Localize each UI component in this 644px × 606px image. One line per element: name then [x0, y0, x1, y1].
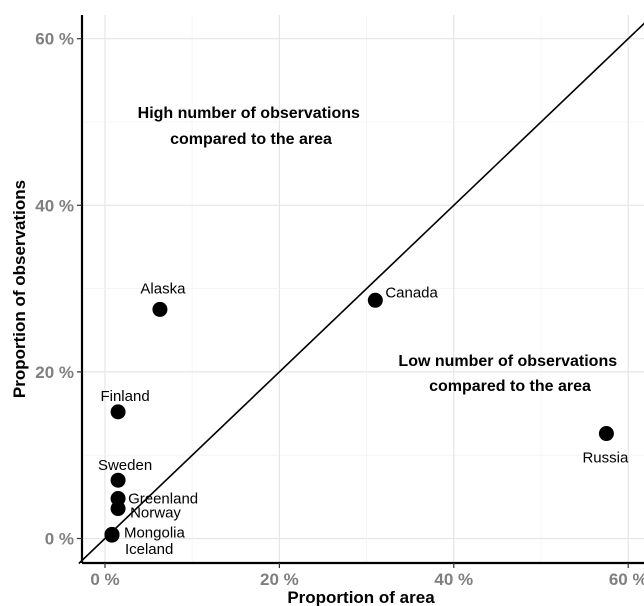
- identity-reference-line: [78, 22, 644, 565]
- point-label-iceland: Iceland: [125, 541, 173, 558]
- grid: [82, 15, 644, 563]
- data-point-alaska: [152, 301, 168, 317]
- data-point-iceland: [104, 527, 120, 543]
- data-points: [104, 292, 614, 543]
- point-label-mongolia: Mongolia: [124, 524, 186, 541]
- y-tick-label: 20 %: [35, 363, 74, 382]
- y-tick-label: 60 %: [35, 30, 74, 49]
- annotation-low-observations: Low number of observations compared to t…: [398, 353, 621, 395]
- point-label-finland: Finland: [100, 388, 149, 405]
- x-axis-ticks: 0 % 20 % 40 % 60 %: [90, 563, 644, 589]
- data-point-finland: [110, 404, 126, 420]
- x-tick-label: 20 %: [260, 570, 299, 589]
- point-labels: Alaska Canada Finland Sweden GreenlandNorway…: [98, 280, 629, 558]
- point-label-alaska: Alaska: [140, 280, 186, 297]
- data-point-canada: [367, 292, 383, 308]
- annotation-high-observations: High number of observations compared to …: [138, 105, 365, 148]
- y-tick-label: 40 %: [35, 196, 74, 215]
- y-axis-title: Proportion of observations: [10, 180, 29, 398]
- y-axis-ticks: 0 % 20 % 40 % 60 %: [35, 30, 82, 549]
- point-label-canada: Canada: [385, 284, 438, 301]
- y-tick-label: 0 %: [45, 530, 74, 549]
- point-label-sweden: Sweden: [98, 457, 152, 474]
- annotation-high-line-2: compared to the area: [170, 131, 332, 148]
- x-tick-label: 40 %: [434, 570, 473, 589]
- annotation-high-line-1: High number of observations: [138, 105, 360, 122]
- x-tick-label: 0 %: [90, 570, 119, 589]
- point-label-russia: Russia: [582, 450, 629, 467]
- annotation-low-line-2: compared to the area: [429, 378, 591, 395]
- x-axis-title: Proportion of area: [287, 588, 435, 606]
- x-tick-label: 60 %: [609, 570, 644, 589]
- point-label-greenland: Greenland: [128, 491, 198, 508]
- data-point-norway: [110, 501, 126, 517]
- data-point-russia: [598, 426, 614, 442]
- data-point-sweden: [110, 472, 126, 488]
- point-label-norway: Norway: [130, 505, 181, 522]
- annotation-low-line-1: Low number of observations: [398, 353, 617, 370]
